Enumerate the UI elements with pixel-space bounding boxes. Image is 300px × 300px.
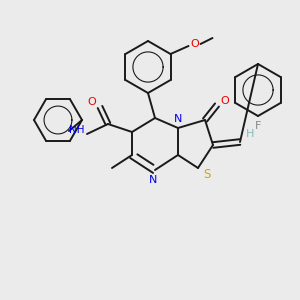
- Text: S: S: [203, 167, 211, 181]
- Text: H: H: [246, 129, 254, 139]
- Text: N: N: [174, 114, 182, 124]
- Text: O: O: [190, 39, 199, 49]
- Text: O: O: [88, 97, 96, 107]
- Text: N: N: [149, 175, 157, 185]
- Text: O: O: [220, 96, 230, 106]
- Text: F: F: [255, 121, 261, 131]
- Text: NH: NH: [69, 125, 85, 135]
